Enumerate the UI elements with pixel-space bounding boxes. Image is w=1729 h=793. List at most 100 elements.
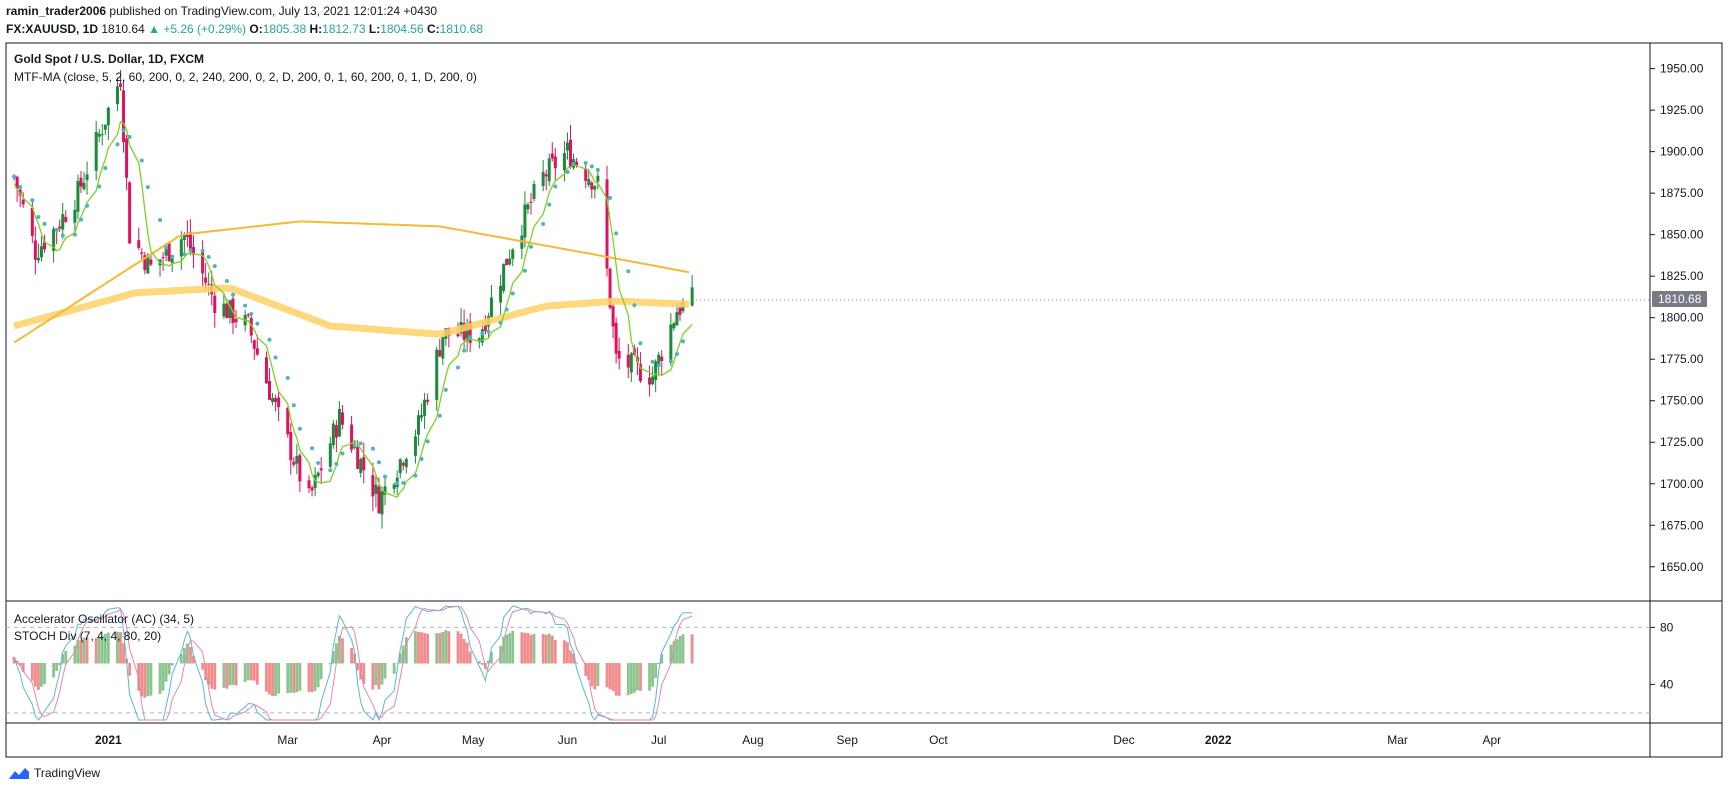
low-label: L:: [368, 22, 381, 36]
ma-teal-dot: [97, 184, 102, 189]
ma-teal-dot: [541, 222, 546, 227]
ac-bar: [228, 663, 232, 686]
candle-body: [42, 241, 46, 250]
publisher-name[interactable]: ramin_trader2006: [6, 4, 107, 18]
ma-teal-dot: [583, 160, 588, 165]
ma-teal-dot: [595, 167, 600, 172]
ac-bar: [511, 630, 515, 664]
candle-body: [608, 268, 612, 308]
ac-bar: [179, 654, 183, 664]
ma-teal-dot: [243, 303, 248, 308]
ma-teal-dot: [30, 198, 35, 203]
ma-teal-dot: [376, 460, 381, 465]
ma-teal-dot: [334, 461, 339, 466]
ma-200-thick-line: [13, 284, 690, 338]
ac-bar: [119, 632, 122, 664]
candle-body: [480, 329, 484, 343]
time-tick-label: Aug: [742, 733, 763, 747]
main-legend: Gold Spot / U.S. Dollar, 1D, FXCM: [14, 52, 204, 66]
ac-bar: [526, 633, 530, 664]
ac-bar: [593, 663, 597, 690]
ac-bar: [435, 633, 439, 664]
price-tick-label: 1925.00: [1660, 103, 1704, 117]
candle-body: [85, 174, 89, 181]
mtf-ma-legend[interactable]: MTF-MA (close, 5, 2, 60, 200, 0, 2, 240,…: [14, 70, 477, 84]
stoch-legend[interactable]: STOCH Div (7, 4, 4, 80, 20): [14, 629, 162, 643]
candle-body: [274, 398, 278, 403]
ac-bar: [43, 663, 46, 685]
candle-body: [149, 259, 153, 265]
last-price-badge: 1810.68: [1652, 291, 1708, 307]
candle-body: [188, 232, 192, 250]
ac-bar: [553, 640, 557, 664]
ac-bar: [289, 663, 293, 693]
up-arrow-icon: ▲: [148, 22, 160, 36]
ac-bar: [243, 663, 247, 682]
candle-body: [356, 447, 360, 469]
ac-bar: [353, 653, 357, 664]
candle-body: [423, 399, 427, 416]
ac-bar: [675, 639, 679, 664]
price-tick-label: 1675.00: [1660, 518, 1704, 532]
ac-bar: [268, 663, 271, 695]
candle-body: [331, 423, 335, 446]
ma-teal-dot: [145, 185, 150, 190]
candle-body: [654, 361, 658, 380]
open-value: 1805.38: [262, 22, 307, 36]
ma-teal-dot: [340, 451, 345, 456]
main-series-title[interactable]: Gold Spot / U.S. Dollar, 1D, FXCM: [14, 52, 205, 66]
candle-body: [611, 306, 615, 327]
ac-bar: [417, 631, 420, 664]
candle-body: [669, 324, 673, 361]
price-tick-label: 1750.00: [1660, 394, 1704, 408]
price-tick-label: 1850.00: [1660, 228, 1704, 242]
ac-legend[interactable]: Accelerator Oscillator (AC) (34, 5): [14, 612, 195, 626]
ma-teal-dot: [164, 245, 169, 250]
ac-bar: [252, 663, 256, 681]
ac-bar: [487, 660, 490, 664]
ma-teal-dot: [510, 291, 515, 296]
ac-bar: [480, 663, 484, 665]
ma-teal-dot: [200, 248, 205, 253]
ac-bar: [146, 663, 150, 697]
candle-body: [201, 249, 205, 274]
ac-bar: [499, 645, 502, 664]
candle-body: [82, 182, 86, 190]
ma-teal-dot: [42, 221, 47, 226]
candle-body: [550, 153, 554, 159]
footer-brand[interactable]: TradingView: [34, 766, 101, 780]
candle-body: [122, 90, 126, 143]
ac-bar: [678, 636, 682, 664]
candle-body: [502, 263, 506, 291]
time-tick-label: Mar: [277, 733, 298, 747]
candle-body: [191, 247, 195, 255]
ac-bar: [508, 632, 512, 664]
time-tick-label: 2022: [1205, 733, 1232, 747]
time-tick-label: Apr: [1482, 733, 1501, 747]
candle-body: [380, 491, 384, 515]
candle-body: [319, 468, 323, 471]
candle-body: [340, 412, 344, 425]
candle-body: [267, 381, 271, 400]
candle-body: [511, 249, 515, 259]
candle-body: [234, 319, 238, 323]
candle-body: [207, 283, 211, 285]
candle-body: [532, 184, 536, 200]
ac-bar: [94, 637, 98, 664]
price-tick-label: 1725.00: [1660, 435, 1704, 449]
ma-teal-dot: [170, 255, 175, 260]
candle-body: [33, 240, 37, 260]
candle-body: [79, 177, 83, 187]
ac-bar: [313, 663, 317, 692]
ac-bar: [490, 651, 493, 664]
price-tick-label: 1700.00: [1660, 477, 1704, 491]
ac-bar: [566, 642, 569, 664]
ac-bar: [149, 663, 153, 696]
ac-bar: [295, 663, 299, 693]
symbol-info: FX:XAUUSD, 1D 1810.64 ▲ +5.26 (+0.29%) O…: [6, 22, 483, 36]
ac-bar: [660, 654, 664, 664]
ac-bar: [459, 633, 463, 664]
ma-teal-dot: [352, 443, 357, 448]
ac-bar: [307, 663, 311, 692]
